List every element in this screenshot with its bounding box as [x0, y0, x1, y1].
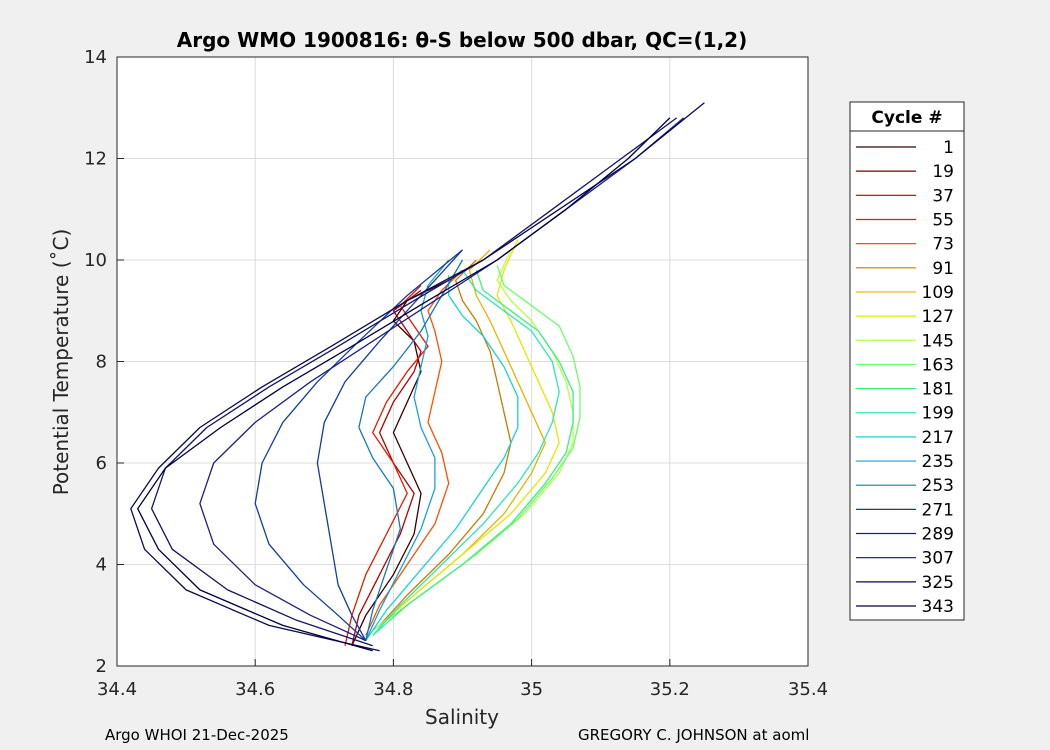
legend-entry-label: 73: [932, 235, 954, 255]
legend-entry-label: 343: [922, 597, 954, 617]
series-layer: [130, 102, 705, 652]
y-tick-label: 12: [84, 149, 107, 170]
series-line-10: [372, 269, 560, 636]
y-tick-label: 6: [96, 453, 107, 474]
series-line-9: [372, 269, 574, 636]
legend-entry-label: 37: [932, 186, 954, 206]
series-line-6: [379, 239, 560, 626]
x-tick-label: 34.4: [97, 679, 137, 700]
legend-entry-label: 1: [943, 138, 954, 158]
legend-title: Cycle #: [871, 108, 942, 128]
y-tick-label: 8: [96, 352, 107, 373]
series-line-1: [351, 289, 422, 646]
series-line-4: [379, 259, 512, 626]
x-tick-label: 35.2: [650, 679, 690, 700]
legend-entry-label: 181: [922, 380, 954, 400]
legend-entry-label: 271: [922, 500, 954, 520]
legend-entry-label: 217: [922, 428, 954, 448]
y-tick-label: 10: [84, 250, 107, 271]
x-tick-label: 35: [520, 679, 543, 700]
series-line-11: [365, 275, 519, 641]
legend-entry-label: 289: [922, 525, 954, 545]
series-line-14: [316, 249, 463, 641]
x-tick-label: 34.8: [373, 679, 413, 700]
legend-entry-label: 253: [922, 476, 954, 496]
chart-title: Argo WMO 1900816: θ-S below 500 dbar, QC…: [177, 28, 747, 52]
legend-entry-label: 109: [922, 283, 954, 303]
x-tick-label: 35.4: [788, 679, 828, 700]
footer-right: GREGORY C. JOHNSON at aoml: [578, 726, 809, 744]
legend-entry-label: 91: [932, 259, 954, 279]
y-tick-label: 4: [96, 555, 107, 576]
legend-entries: 1 19 37 55 73 91 109 127 145 163 181 199 217 235 253 27…: [856, 138, 954, 617]
legend-entry-label: 163: [922, 355, 954, 375]
x-ticks: 34.4 34.6 34.8 35 35.2 35.4: [97, 659, 828, 700]
series-line-19: [137, 117, 671, 652]
footer-left: Argo WHOI 21-Dec-2025: [105, 726, 289, 744]
y-tick-label: 14: [84, 47, 107, 68]
legend-entry-label: 145: [922, 331, 954, 351]
series-line-3: [365, 269, 463, 636]
legend-entry-label: 235: [922, 452, 954, 472]
series-line-15: [254, 249, 463, 642]
series-line-18: [130, 102, 705, 652]
series-line-12: [365, 259, 450, 641]
legend: Cycle # 1 19 37 55 73 91 109 127 145 163 181 199 217…: [849, 101, 965, 621]
y-ticks: 2 4 6 8 10 12 14: [84, 47, 124, 677]
legend-entry-label: 325: [922, 573, 954, 593]
series-line-17: [150, 117, 678, 647]
legend-entry-label: 307: [922, 549, 954, 569]
series-line-2: [344, 284, 429, 646]
legend-entry-label: 199: [922, 404, 954, 424]
legend-entry-label: 55: [932, 210, 954, 230]
y-tick-label: 2: [96, 656, 107, 677]
y-axis-label: Potential Temperature (˚C): [49, 229, 73, 496]
series-line-13: [358, 259, 464, 641]
legend-entry-label: 19: [932, 162, 954, 182]
x-axis-label: Salinity: [425, 705, 499, 729]
x-tick-label: 34.6: [235, 679, 275, 700]
legend-entry-label: 127: [922, 307, 954, 327]
